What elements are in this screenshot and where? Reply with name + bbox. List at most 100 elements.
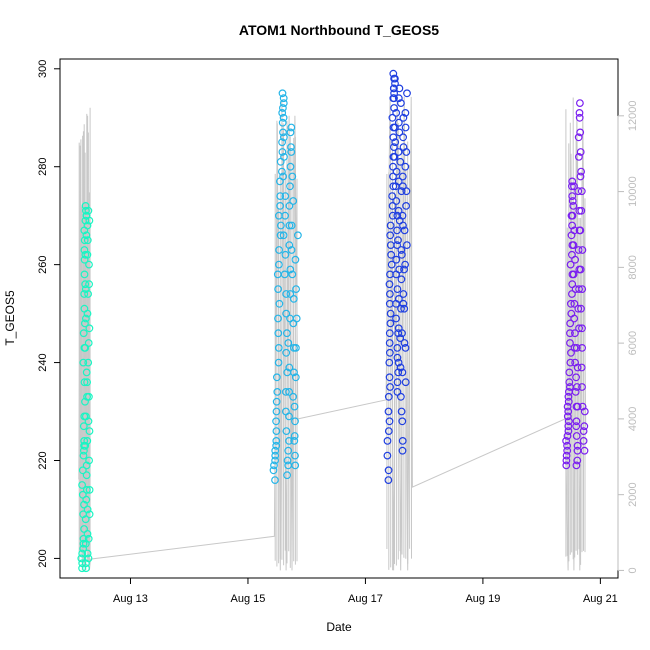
data-point — [278, 108, 287, 117]
data-point — [577, 304, 585, 313]
data-point — [578, 402, 587, 411]
data-point — [278, 118, 287, 127]
data-point — [271, 456, 280, 465]
data-point — [82, 368, 91, 377]
x-axis: Aug 13 Aug 15 Aug 17 Aug 19 Aug 21 — [113, 577, 618, 605]
data-point — [271, 446, 280, 455]
data-point — [573, 441, 582, 450]
data-point — [280, 270, 289, 279]
data-point — [279, 99, 288, 107]
data-point — [287, 246, 296, 254]
data-point — [395, 128, 404, 137]
data-point — [276, 192, 285, 201]
data-point — [285, 412, 293, 421]
data-point — [83, 236, 92, 245]
data-point — [273, 388, 282, 396]
data-point — [394, 177, 403, 186]
data-point — [271, 451, 280, 460]
data-point — [290, 368, 298, 377]
data-point — [386, 383, 395, 391]
data-point — [386, 309, 395, 318]
y-tick-label: 280 — [37, 158, 49, 176]
data-point — [79, 451, 88, 460]
data-point — [568, 211, 577, 220]
data-point — [276, 201, 285, 210]
data-point — [283, 456, 292, 465]
data-point — [290, 437, 299, 445]
data-point — [388, 192, 397, 201]
data-point — [564, 417, 573, 426]
data-point — [571, 388, 580, 396]
data-point — [281, 192, 290, 201]
data-point — [385, 358, 394, 367]
data-point — [576, 172, 585, 181]
data-point — [572, 344, 581, 352]
data-point — [392, 255, 401, 264]
data-point — [283, 471, 292, 480]
y-axis-right: 0 2000 4000 6000 8000 10000 12000 — [617, 101, 639, 573]
data-point — [390, 89, 399, 98]
data-point — [83, 530, 92, 538]
data-point — [388, 113, 397, 122]
data-point — [291, 373, 300, 382]
data-point — [568, 197, 577, 205]
data-point — [575, 324, 583, 333]
data-point — [85, 510, 94, 519]
data-point — [290, 402, 299, 411]
data-point — [78, 481, 86, 489]
data-point — [85, 456, 93, 465]
data-point — [572, 373, 580, 382]
data-point — [563, 402, 572, 411]
data-point — [294, 231, 302, 240]
data-point — [574, 187, 583, 196]
data-point — [288, 172, 297, 181]
data-point — [400, 226, 409, 235]
data-point — [270, 461, 278, 470]
data-point — [286, 128, 295, 137]
data-point — [285, 241, 294, 250]
data-point — [572, 432, 581, 440]
chart-title: ATOM1 Northbound T_GEOS5 — [239, 22, 439, 38]
data-point — [274, 285, 283, 294]
data-point — [576, 148, 585, 156]
data-point — [272, 397, 281, 406]
data-point — [392, 108, 401, 117]
data-point — [288, 270, 297, 279]
data-point — [564, 392, 573, 401]
data-point — [580, 446, 589, 455]
data-point — [563, 412, 572, 421]
data-point — [391, 138, 400, 147]
data-point — [287, 221, 296, 230]
x-tick-label: Aug 19 — [465, 593, 500, 605]
data-point — [85, 427, 94, 436]
data-point — [279, 104, 287, 112]
data-point — [282, 427, 291, 436]
data-point — [276, 231, 285, 240]
data-point — [396, 334, 405, 343]
data-point — [580, 422, 589, 431]
data-point — [578, 344, 586, 352]
data-point — [79, 446, 88, 455]
data-point — [570, 344, 579, 352]
data-point — [80, 437, 89, 445]
data-point — [390, 152, 399, 161]
data-point — [292, 314, 301, 323]
data-point — [568, 192, 577, 201]
data-point — [387, 250, 396, 259]
data-point — [386, 231, 395, 240]
data-point — [384, 407, 393, 416]
altitude-line — [78, 96, 587, 571]
data-point — [292, 344, 300, 352]
data-point — [577, 206, 586, 215]
y-tick-label: 220 — [37, 451, 49, 469]
data-point — [79, 422, 88, 431]
data-point — [578, 383, 586, 391]
data-point — [281, 250, 290, 259]
data-point — [282, 290, 291, 298]
data-point — [572, 422, 581, 431]
data-point — [384, 427, 393, 436]
data-point — [390, 104, 399, 112]
data-point — [573, 456, 582, 465]
data-point — [397, 392, 405, 401]
data-point — [565, 368, 574, 377]
